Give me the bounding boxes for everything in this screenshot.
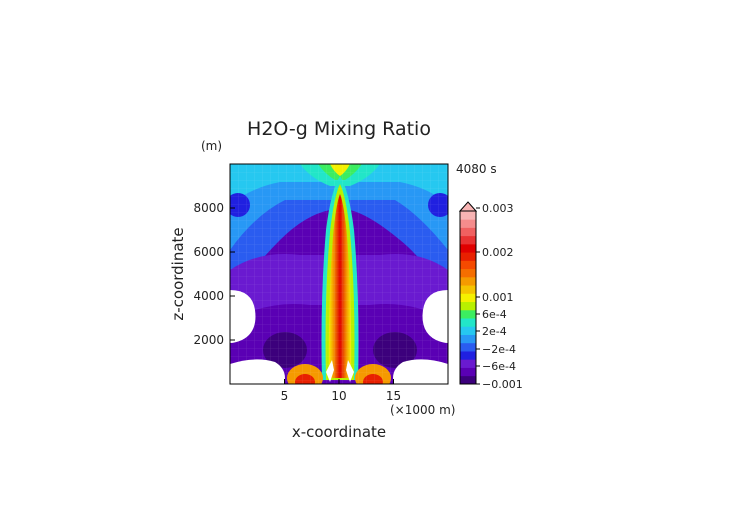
time-label: 4080 s: [456, 162, 497, 176]
colorbar-tick-label: −0.001: [482, 378, 523, 391]
colorbar-tick-label: 0.003: [482, 202, 514, 215]
colorbar-tick-label: 6e-4: [482, 308, 507, 321]
colorbar-segment: [460, 285, 476, 294]
colorbar-segment: [460, 342, 476, 352]
x-unit-label: (×1000 m): [390, 403, 455, 417]
chart-title: H2O-g Mixing Ratio: [247, 118, 431, 140]
colorbar-tick-label: 0.002: [482, 246, 514, 259]
colorbar-segment: [460, 375, 476, 385]
colorbar-segment: [460, 326, 476, 335]
colorbar-overflow-arrow: [458, 201, 478, 212]
y-unit-label: (m): [201, 139, 222, 153]
colorbar-segment: [460, 219, 476, 228]
colorbar-segment: [460, 359, 476, 368]
x-tick-label: 15: [386, 389, 401, 403]
x-tick-label: 10: [331, 389, 346, 403]
contour-field: [230, 164, 448, 384]
y-tick-label: 6000: [193, 245, 224, 259]
colorbar-segment: [460, 367, 476, 377]
colorbar-segment: [460, 293, 476, 303]
y-axis-label: z-coordinate: [169, 227, 187, 320]
colorbar-segment: [460, 301, 476, 311]
y-tick-label: 8000: [193, 201, 224, 215]
y-axis: 2000 4000 6000 8000: [193, 201, 235, 347]
colorbar-segment: [460, 318, 476, 327]
colorbar-segment: [460, 351, 476, 360]
colorbar-segment: [460, 252, 476, 261]
colorbar-segment: [460, 260, 476, 270]
colorbar-segment: [460, 334, 476, 344]
colorbar-segment: [460, 227, 476, 237]
colorbar-tick-label: 2e-4: [482, 325, 507, 338]
y-tick-label: 2000: [193, 333, 224, 347]
colorbar-segment: [460, 268, 476, 278]
x-axis: 5 10 15: [281, 379, 401, 403]
colorbar-segment: [460, 309, 476, 319]
colorbar-segment: [460, 235, 476, 245]
colorbar-segment: [460, 276, 476, 286]
colorbar-tick-label: −2e-4: [482, 343, 516, 356]
y-tick-label: 4000: [193, 289, 224, 303]
colorbar-segment: [460, 211, 476, 220]
colorbar-tick-label: 0.001: [482, 291, 514, 304]
colorbar: 0.003 0.002 0.001 6e-4 2e-4 −2e-4 −6e-4 −0.001: [458, 201, 523, 391]
colorbar-segment: [460, 243, 476, 253]
colorbar-tick-label: −6e-4: [482, 360, 516, 373]
x-axis-label: x-coordinate: [292, 423, 386, 441]
x-tick-label: 5: [281, 389, 289, 403]
